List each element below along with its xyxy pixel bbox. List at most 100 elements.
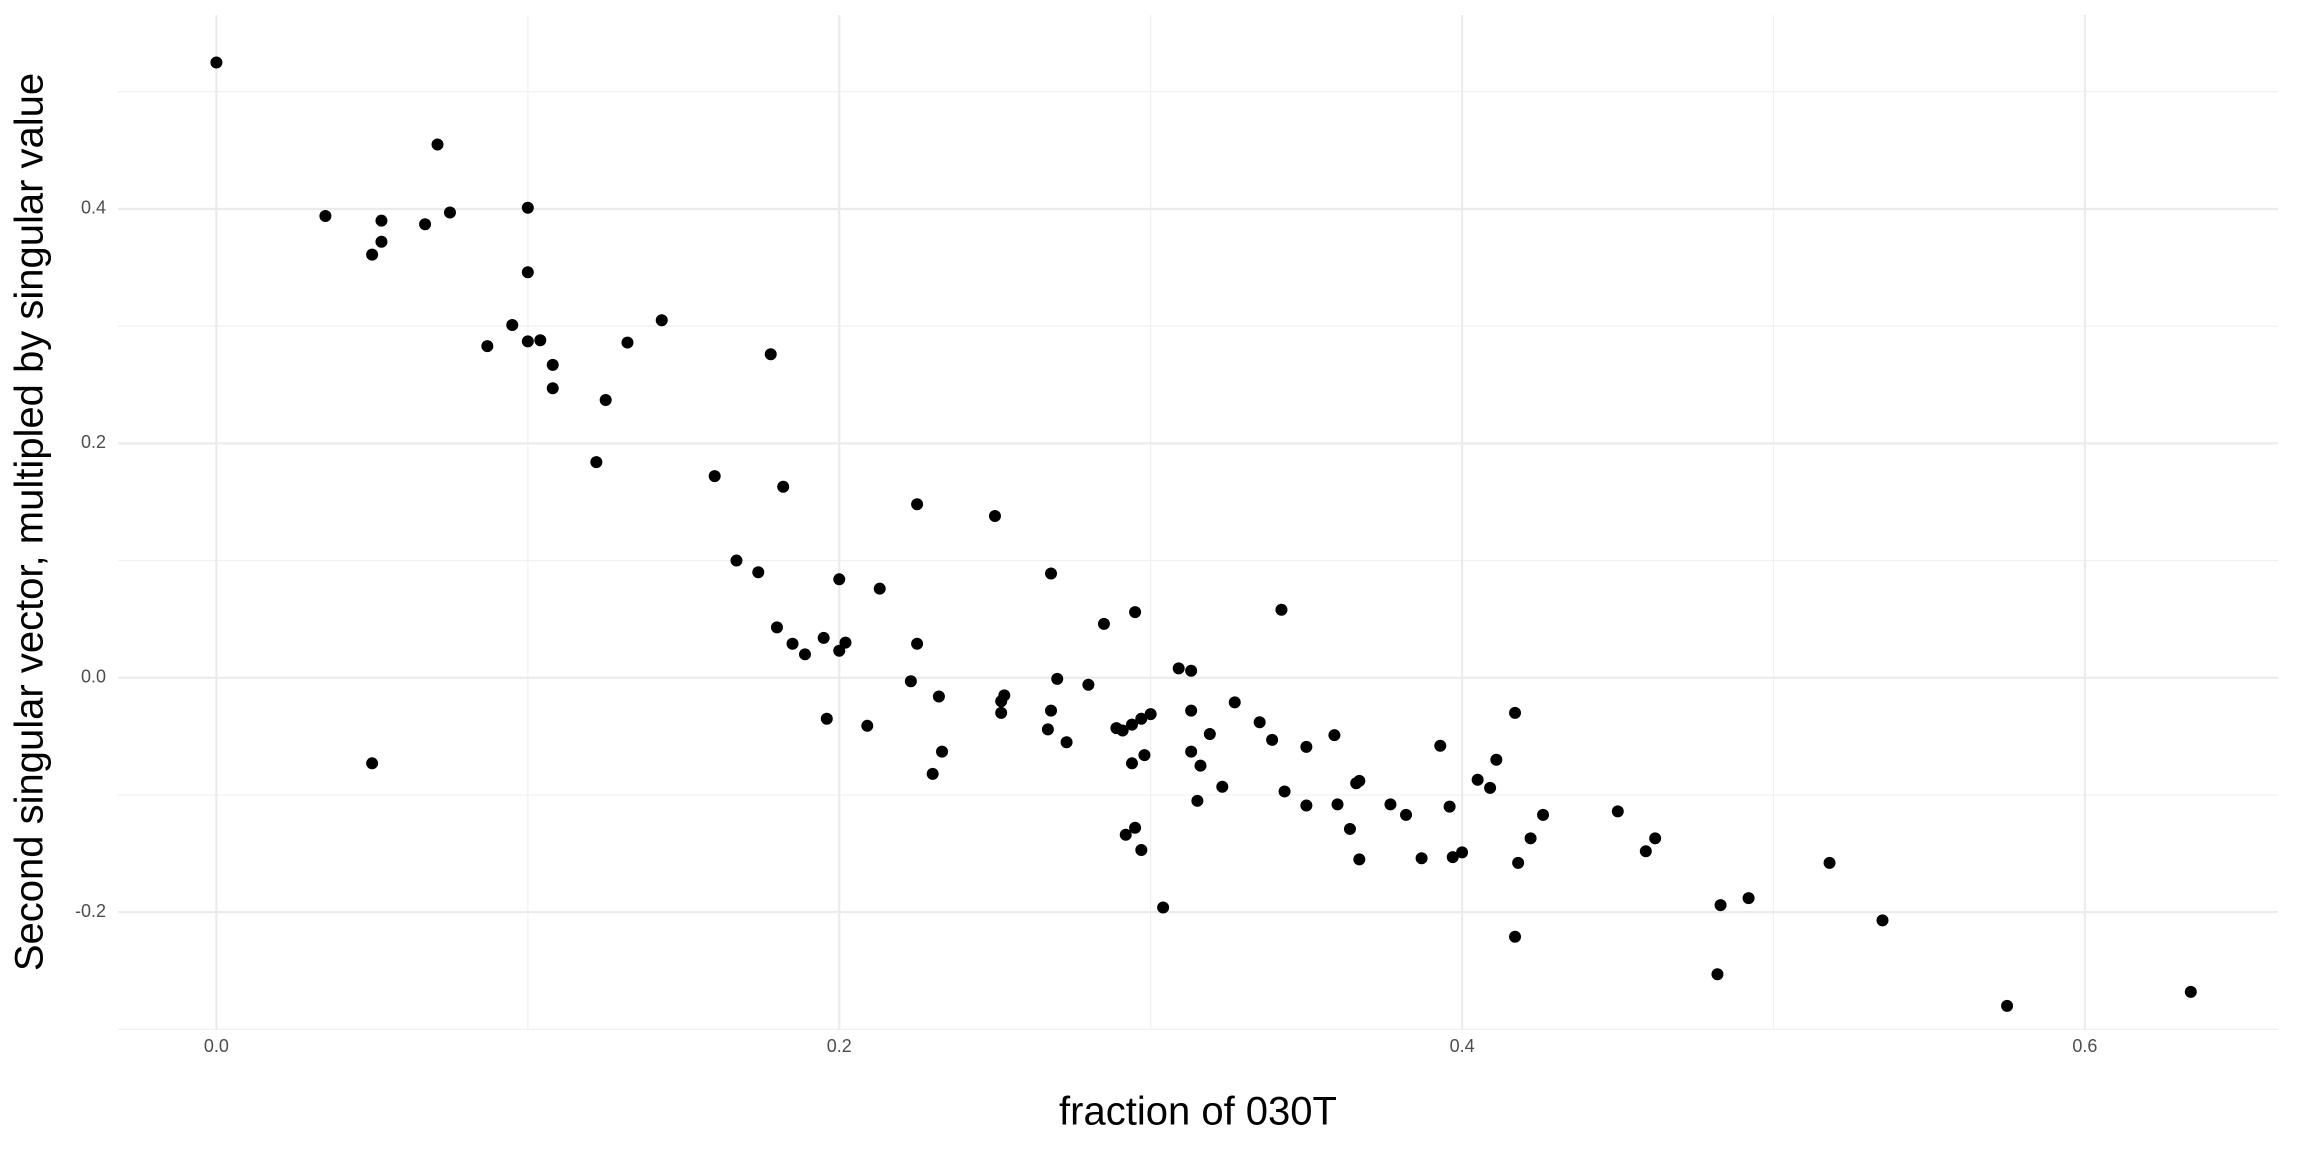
point — [1484, 781, 1497, 794]
point — [1191, 794, 1204, 807]
point — [861, 719, 874, 732]
x-tick-label: 0.0 — [204, 1036, 229, 1056]
point — [1456, 846, 1469, 859]
point — [366, 757, 379, 770]
point — [752, 566, 765, 579]
point — [777, 480, 790, 493]
point — [1353, 774, 1366, 787]
point — [419, 218, 432, 231]
point — [1714, 899, 1727, 912]
point — [210, 56, 223, 69]
point — [521, 201, 534, 214]
y-tick-label: -0.2 — [75, 901, 106, 921]
point — [521, 266, 534, 279]
point — [621, 336, 634, 349]
point — [1194, 759, 1207, 772]
point — [1343, 822, 1356, 835]
point — [1060, 736, 1073, 749]
point — [1639, 845, 1652, 858]
point — [1649, 832, 1662, 845]
point — [1300, 799, 1313, 812]
point — [1045, 567, 1058, 580]
point — [1384, 798, 1397, 811]
point — [546, 382, 559, 395]
x-tick-label: 0.4 — [1450, 1036, 1475, 1056]
point — [833, 573, 846, 586]
point — [534, 334, 547, 347]
point — [1172, 662, 1185, 675]
point — [1097, 617, 1110, 630]
point — [1135, 712, 1148, 725]
point — [1300, 740, 1313, 753]
point — [1051, 672, 1064, 685]
point — [926, 767, 939, 780]
point — [431, 138, 444, 151]
point — [911, 498, 924, 511]
point — [1041, 723, 1054, 736]
y-tick-label: 0.0 — [81, 667, 106, 687]
point — [1266, 733, 1279, 746]
point — [1434, 739, 1447, 752]
point — [911, 637, 924, 650]
point — [1509, 930, 1522, 943]
point — [1876, 914, 1889, 927]
point — [1512, 856, 1525, 869]
point — [1045, 704, 1058, 717]
point — [1125, 718, 1138, 731]
point — [1490, 753, 1503, 766]
point — [366, 248, 379, 261]
point — [1711, 968, 1724, 981]
point — [1823, 856, 1836, 869]
point — [375, 235, 388, 248]
point — [1185, 664, 1198, 677]
point — [1611, 805, 1624, 818]
point — [481, 340, 494, 353]
point — [319, 209, 332, 222]
point — [1203, 728, 1216, 741]
point — [1446, 851, 1459, 864]
point — [932, 690, 945, 703]
point — [820, 712, 833, 725]
point — [904, 675, 917, 688]
point — [817, 631, 830, 644]
point — [1138, 749, 1151, 762]
point — [786, 637, 799, 650]
point — [1129, 821, 1142, 834]
point — [1216, 780, 1229, 793]
point — [936, 745, 949, 758]
point — [1278, 785, 1291, 798]
point — [375, 214, 388, 227]
point — [2184, 985, 2197, 998]
point — [730, 554, 743, 567]
point — [1082, 678, 1095, 691]
point — [1400, 808, 1413, 821]
point — [1125, 757, 1138, 770]
point — [839, 636, 852, 649]
point — [2001, 999, 2014, 1012]
point — [1331, 798, 1344, 811]
point — [1129, 606, 1142, 619]
point — [1537, 808, 1550, 821]
point — [1228, 696, 1241, 709]
point — [798, 648, 811, 661]
point — [1185, 704, 1198, 717]
point — [1119, 828, 1132, 841]
point — [995, 706, 1008, 719]
point — [1443, 800, 1456, 813]
point — [1415, 852, 1428, 865]
point — [1116, 724, 1129, 737]
point — [1353, 853, 1366, 866]
y-tick-label: 0.4 — [81, 198, 106, 218]
point — [988, 510, 1001, 523]
point — [1144, 708, 1157, 721]
point — [1471, 773, 1484, 786]
point — [521, 335, 534, 348]
point — [708, 470, 721, 483]
point — [764, 348, 777, 361]
point — [546, 358, 559, 371]
point — [655, 314, 668, 327]
point — [1509, 706, 1522, 719]
point — [1157, 901, 1170, 914]
point — [506, 318, 519, 331]
